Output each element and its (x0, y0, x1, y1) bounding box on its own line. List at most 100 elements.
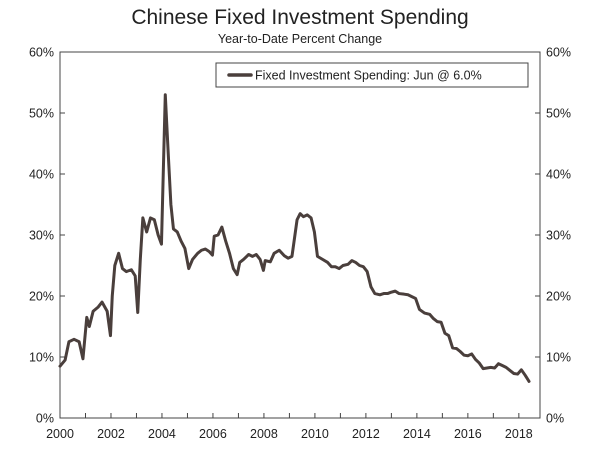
x-tick-label: 2014 (403, 427, 431, 441)
data-point (86, 316, 88, 318)
y-tick-label-right: 10% (546, 351, 571, 365)
data-point (327, 261, 329, 264)
data-point (200, 249, 203, 251)
data-point (97, 306, 99, 308)
data-point (106, 310, 108, 312)
data-point (153, 219, 155, 221)
legend-label: Fixed Investment Spending: Jun @ 6.0% (255, 69, 482, 83)
data-point (494, 367, 496, 369)
data-point (232, 267, 234, 270)
data-point (482, 367, 484, 370)
data-point (306, 214, 308, 216)
x-tick-label: 2006 (199, 427, 227, 441)
data-point (264, 260, 266, 262)
data-point (299, 213, 301, 215)
data-point (471, 353, 473, 355)
data-point (278, 249, 280, 251)
data-point (259, 258, 261, 260)
data-point (157, 234, 159, 236)
data-point (262, 269, 265, 271)
data-point (121, 267, 124, 270)
data-point (478, 362, 480, 364)
data-point (528, 380, 530, 382)
legend-box (215, 62, 529, 88)
x-tick-label: 2008 (250, 427, 278, 441)
x-tick-label: 2010 (301, 427, 329, 441)
data-point (142, 217, 144, 219)
data-point (374, 292, 376, 295)
x-tick-label: 2018 (505, 427, 533, 441)
data-point (505, 366, 507, 368)
data-point (180, 240, 182, 242)
data-point (362, 266, 364, 268)
data-point (338, 267, 340, 270)
data-point (111, 295, 113, 297)
data-point (242, 258, 245, 260)
data-point (221, 226, 223, 228)
data-point (208, 250, 210, 253)
data-point (225, 240, 227, 242)
data-point (370, 286, 372, 288)
data-point (313, 231, 315, 233)
plot-frame (59, 51, 541, 419)
data-point (269, 261, 271, 263)
data-point (429, 313, 431, 315)
data-point (351, 260, 353, 262)
x-tick-label: 2004 (148, 427, 176, 441)
data-point (509, 369, 511, 372)
data-point (379, 294, 381, 296)
data-point (130, 269, 132, 271)
data-point (146, 231, 148, 233)
data-point (474, 358, 477, 361)
data-point (109, 335, 112, 337)
x-tick-label: 2000 (46, 427, 74, 441)
y-tick-label-left: 40% (29, 168, 54, 182)
data-point (283, 255, 285, 257)
data-point (137, 311, 139, 314)
data-point (114, 264, 116, 267)
data-point (64, 359, 66, 361)
data-point (255, 253, 257, 256)
data-point (310, 217, 312, 219)
data-point (366, 271, 368, 273)
y-tick-label-right: 20% (546, 290, 571, 304)
data-point (101, 301, 103, 303)
data-point (486, 367, 488, 369)
data-point (73, 338, 75, 340)
data-point (191, 258, 194, 260)
data-point (448, 335, 450, 337)
data-point (188, 267, 190, 270)
x-axis-ticks: 2000 2002 2004 2006 2008 2010 2012 2014 2016 2018 (46, 413, 533, 441)
y-tick-label-left: 30% (29, 229, 54, 243)
data-point (160, 243, 163, 245)
chart-title: Chinese Fixed Investment Spending (131, 6, 468, 29)
data-point (213, 235, 215, 237)
data-point (316, 255, 319, 257)
data-point (513, 372, 515, 375)
data-point (172, 228, 175, 230)
data-point (334, 266, 336, 268)
y-tick-label-left: 20% (29, 290, 54, 304)
data-point (463, 354, 465, 356)
data-point (403, 293, 405, 295)
chart-subtitle: Year-to-Date Percent Change (218, 32, 382, 46)
data-point (490, 366, 492, 368)
data-point (296, 219, 298, 221)
data-point (432, 317, 435, 320)
data-point (520, 369, 522, 371)
legend: Fixed Investment Spending: Jun @ 6.0% (215, 62, 529, 88)
data-point (524, 374, 526, 376)
data-point (342, 264, 344, 267)
data-point (239, 261, 241, 264)
data-point (236, 274, 238, 276)
y-tick-label-right: 60% (546, 46, 571, 60)
y-tick-label-right: 40% (546, 168, 571, 182)
y-tick-label-left: 50% (29, 107, 54, 121)
data-point (251, 255, 254, 257)
data-point (501, 364, 503, 367)
data-point (125, 271, 127, 273)
y-tick-label-right: 0% (546, 412, 564, 426)
data-point (139, 258, 141, 260)
data-point (355, 261, 357, 264)
